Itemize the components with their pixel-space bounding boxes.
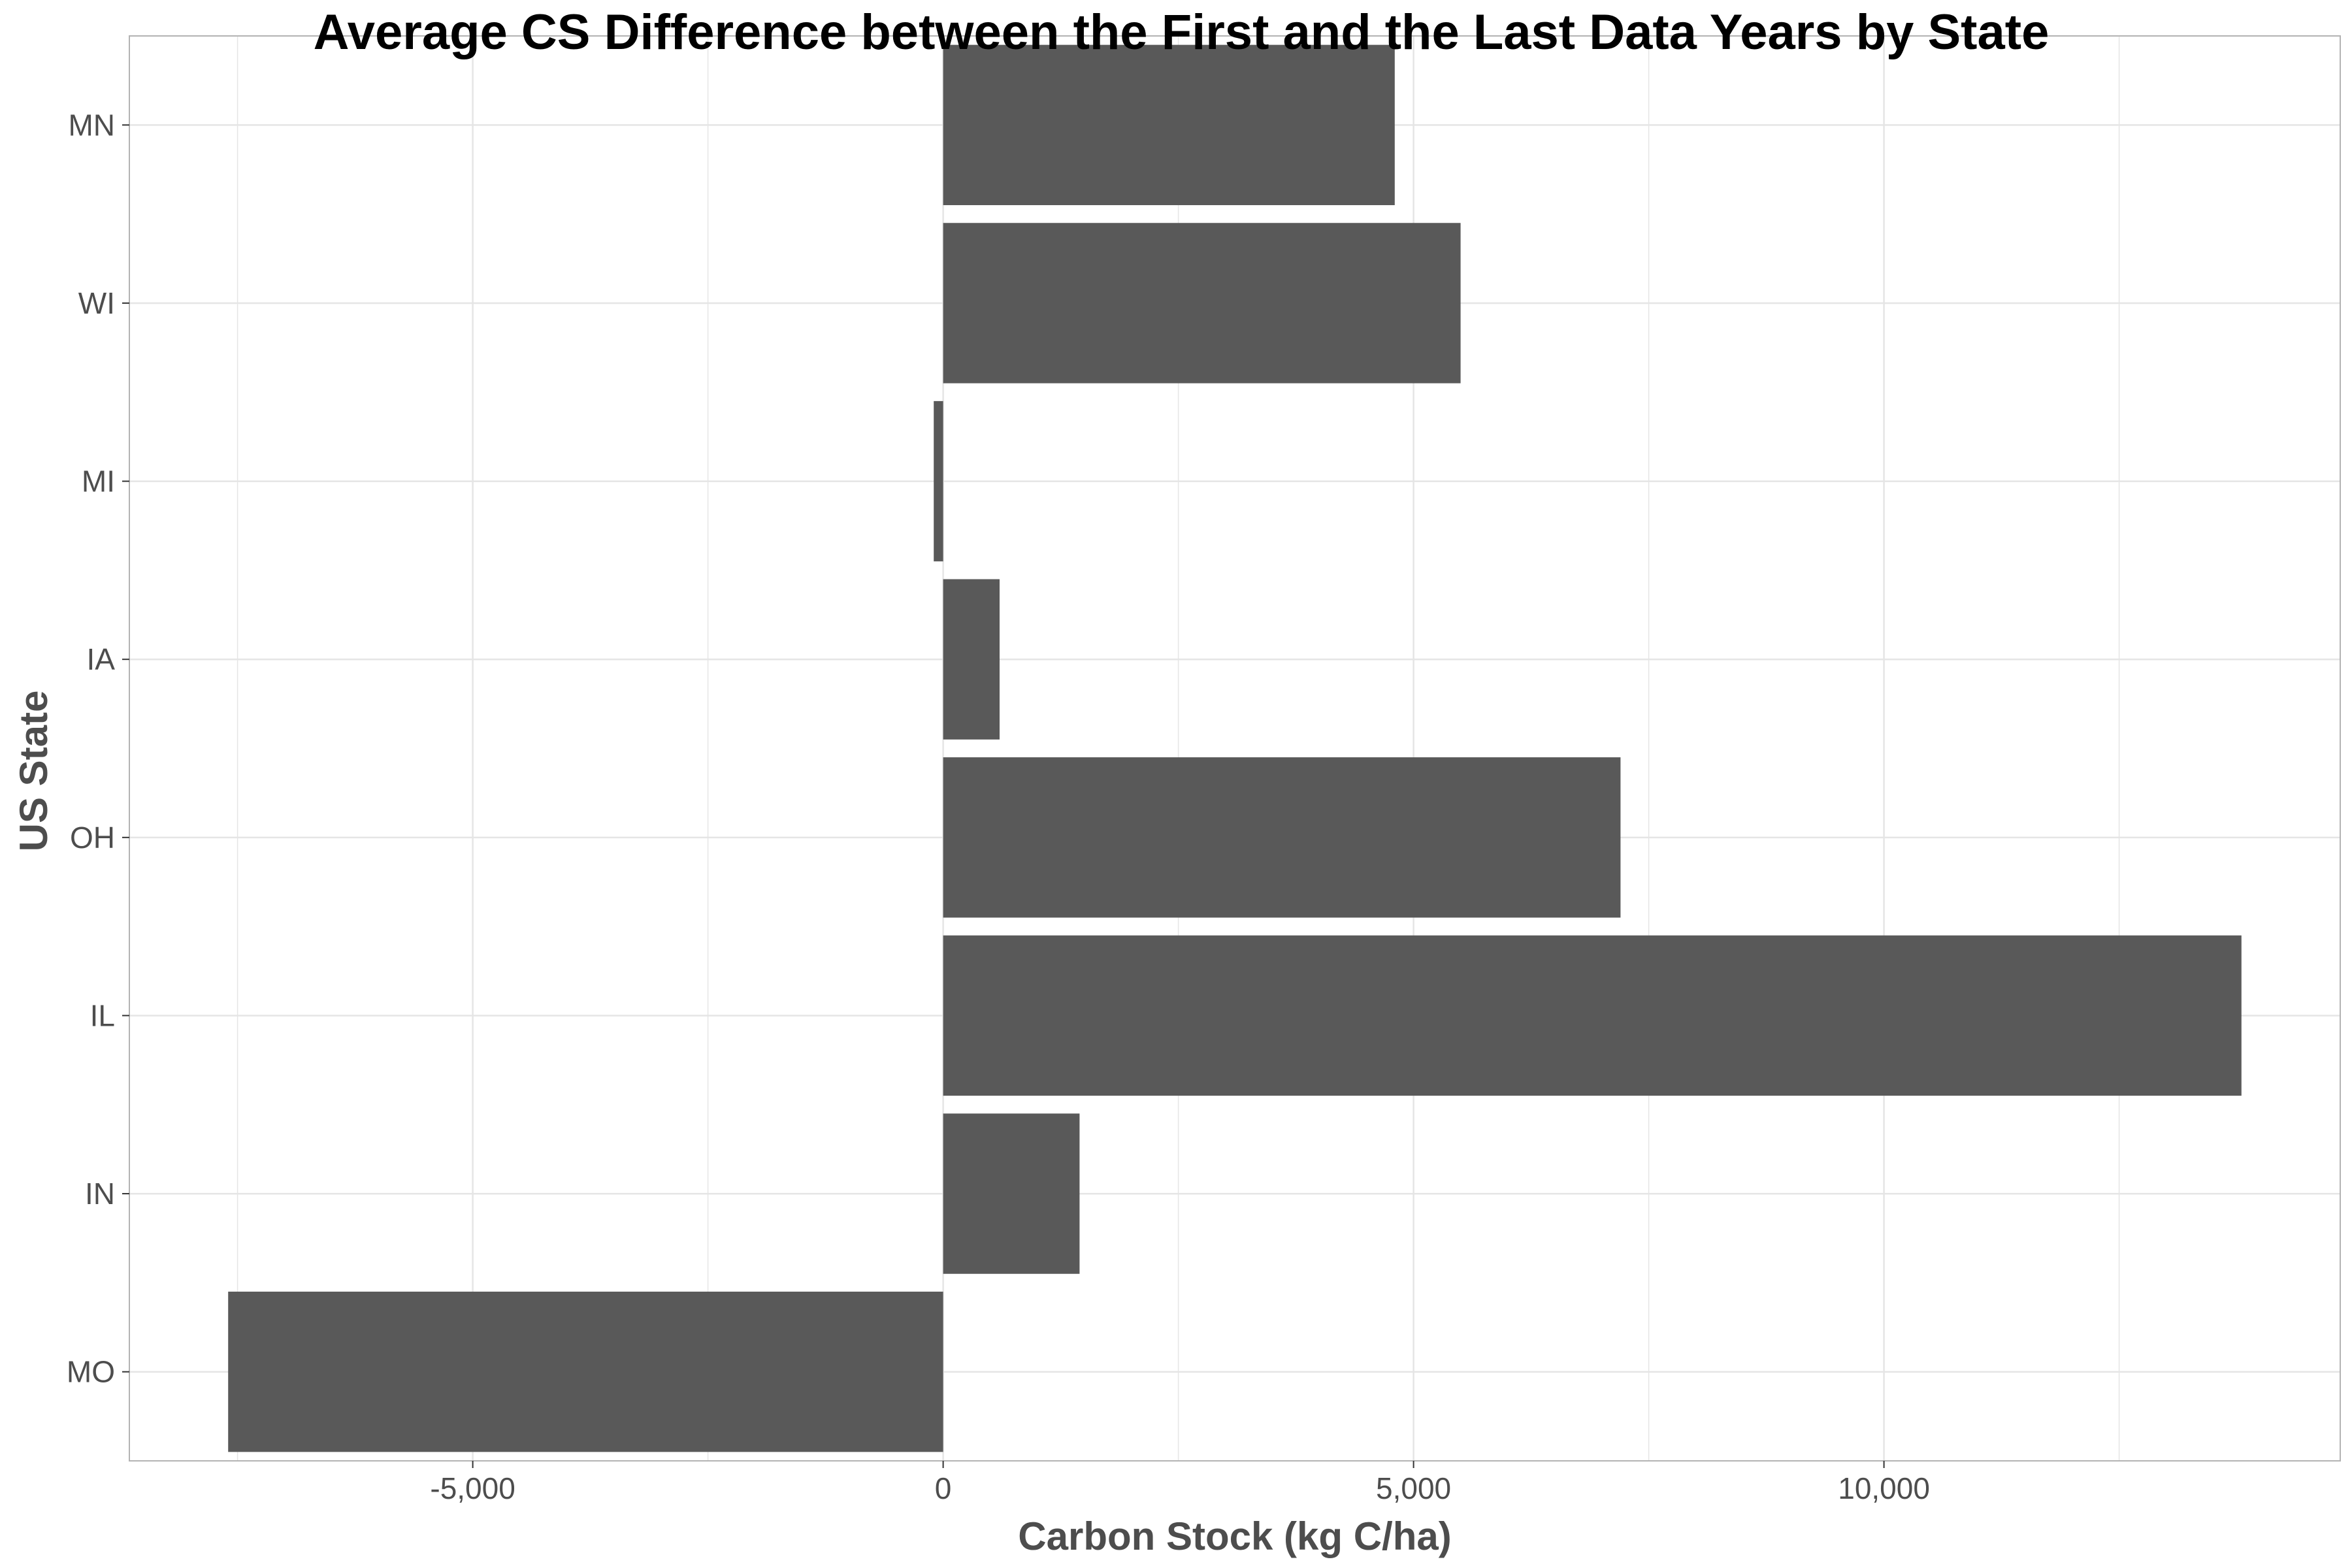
bar-in bbox=[943, 1113, 1080, 1274]
bars bbox=[228, 44, 2242, 1452]
x-tick-label: 0 bbox=[935, 1471, 952, 1505]
bar-oh bbox=[943, 757, 1621, 918]
panel-border bbox=[129, 35, 2341, 1462]
y-tick-label: MI bbox=[82, 465, 115, 498]
y-tick-label: IL bbox=[90, 998, 115, 1032]
bar-mi bbox=[934, 400, 943, 562]
chart-title: Average CS Difference between the First … bbox=[314, 5, 2050, 60]
y-tick-label: MO bbox=[67, 1355, 115, 1389]
bar-ia bbox=[943, 579, 1000, 740]
y-tick-label: IN bbox=[85, 1177, 115, 1211]
y-tick-label: WI bbox=[78, 286, 115, 320]
y-tick-label: IA bbox=[87, 642, 116, 676]
bar-il bbox=[943, 935, 2242, 1096]
bar-wi bbox=[943, 223, 1461, 384]
y-tick-label: MN bbox=[68, 108, 115, 142]
x-axis: -5,000 0 5,000 10,000 bbox=[430, 1461, 1930, 1505]
y-tick-label: OH bbox=[70, 821, 115, 855]
y-axis: MN WI MI IA OH IL IN MO bbox=[67, 108, 129, 1389]
x-tick-label: 5,000 bbox=[1376, 1471, 1451, 1505]
x-tick-label: 10,000 bbox=[1838, 1471, 1930, 1505]
bar-mo bbox=[228, 1292, 943, 1452]
y-axis-title: US State bbox=[12, 691, 56, 852]
x-tick-label: -5,000 bbox=[430, 1471, 515, 1505]
x-axis-title: Carbon Stock (kg C/ha) bbox=[1018, 1514, 1451, 1558]
bar-mn bbox=[943, 44, 1395, 205]
